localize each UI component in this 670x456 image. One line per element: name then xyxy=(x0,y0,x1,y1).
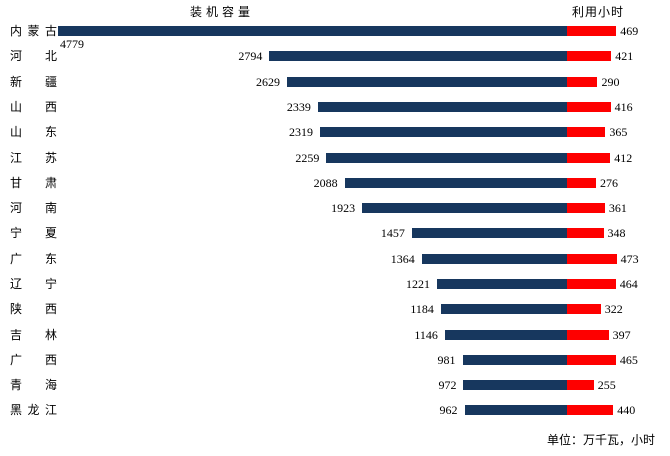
capacity-bar xyxy=(440,304,567,315)
capacity-value: 2339 xyxy=(286,100,311,115)
hours-value: 416 xyxy=(614,100,633,115)
capacity-bar xyxy=(362,203,567,214)
category-label: 辽宁 xyxy=(10,277,57,291)
hours-bar xyxy=(567,177,596,188)
capacity-bar xyxy=(421,253,567,264)
capacity-bar xyxy=(269,51,567,62)
category-label: 宁夏 xyxy=(10,226,57,241)
hours-value: 440 xyxy=(617,403,636,418)
hours-bar xyxy=(567,253,617,264)
hours-bar xyxy=(567,51,612,62)
capacity-value: 1221 xyxy=(405,277,430,291)
category-label: 青海 xyxy=(10,378,57,393)
unit-note: 单位：万千瓦，小时 xyxy=(546,433,655,447)
category-label: 山西 xyxy=(10,100,57,115)
capacity-value: 981 xyxy=(437,352,456,367)
capacity-bar xyxy=(320,127,567,138)
category-label: 河北 xyxy=(10,49,57,64)
hours-column-title: 利用小时 xyxy=(572,5,625,19)
capacity-value: 1457 xyxy=(380,226,405,241)
hours-value: 361 xyxy=(608,201,627,216)
capacity-value: 2629 xyxy=(255,74,280,89)
capacity-value: 2319 xyxy=(289,125,313,140)
hours-bar xyxy=(567,380,594,391)
hours-value: 464 xyxy=(619,277,638,291)
capacity-bar xyxy=(58,26,567,37)
category-label: 山东 xyxy=(10,125,57,140)
hours-value: 473 xyxy=(620,251,639,266)
category-label: 内蒙古 xyxy=(10,24,57,39)
capacity-value: 2088 xyxy=(313,175,338,190)
hours-value: 421 xyxy=(615,49,634,64)
category-label: 吉林 xyxy=(10,327,57,342)
hours-value: 469 xyxy=(620,24,639,39)
category-label: 新疆 xyxy=(10,74,57,89)
category-label: 广西 xyxy=(10,352,57,367)
category-label: 甘肃 xyxy=(10,175,57,190)
hours-bar xyxy=(567,102,611,113)
capacity-value: 1184 xyxy=(410,302,434,317)
hours-bar xyxy=(567,228,604,239)
capacity-bar xyxy=(463,380,567,391)
capacity-bar xyxy=(444,329,567,340)
capacity-value: 2794 xyxy=(238,49,263,64)
hours-bar xyxy=(567,405,614,416)
capacity-value: 1923 xyxy=(331,201,356,216)
capacity-column-title: 装机容量 xyxy=(190,5,255,19)
category-label: 陕西 xyxy=(10,302,57,317)
hours-bar xyxy=(567,279,616,289)
category-label: 江苏 xyxy=(10,150,57,165)
hours-bar xyxy=(567,127,606,138)
capacity-bar xyxy=(286,76,567,87)
hours-value: 276 xyxy=(599,175,618,190)
hours-bar xyxy=(567,26,617,37)
capacity-bar xyxy=(436,279,567,289)
capacity-bar xyxy=(464,405,567,416)
hours-value: 412 xyxy=(614,150,633,165)
capacity-value: 972 xyxy=(438,378,457,393)
capacity-value: 962 xyxy=(439,403,458,418)
hours-value: 465 xyxy=(619,352,638,367)
hours-value: 255 xyxy=(597,378,616,393)
category-label: 河南 xyxy=(10,201,57,216)
hours-value: 322 xyxy=(604,302,623,317)
hours-bar xyxy=(567,329,609,340)
hours-value: 397 xyxy=(612,327,631,342)
capacity-value: 1146 xyxy=(414,327,438,342)
capacity-bar xyxy=(317,102,567,113)
hours-bar xyxy=(567,152,611,163)
capacity-value: 2259 xyxy=(295,150,320,165)
hours-bar xyxy=(567,354,616,365)
capacity-value: 4779 xyxy=(60,37,84,52)
category-label: 黑龙江 xyxy=(10,403,57,418)
hours-bar xyxy=(567,304,601,315)
hours-value: 365 xyxy=(609,125,628,140)
hours-value: 290 xyxy=(601,74,620,89)
capacity-bar xyxy=(462,354,567,365)
capacity-bar xyxy=(326,152,567,163)
capacity-value: 1364 xyxy=(390,251,415,266)
hours-bar xyxy=(567,203,605,214)
capacity-bar xyxy=(344,177,567,188)
hours-value: 348 xyxy=(607,226,626,241)
category-label: 广东 xyxy=(10,251,57,266)
capacity-bar xyxy=(411,228,567,239)
hours-bar xyxy=(567,76,598,87)
